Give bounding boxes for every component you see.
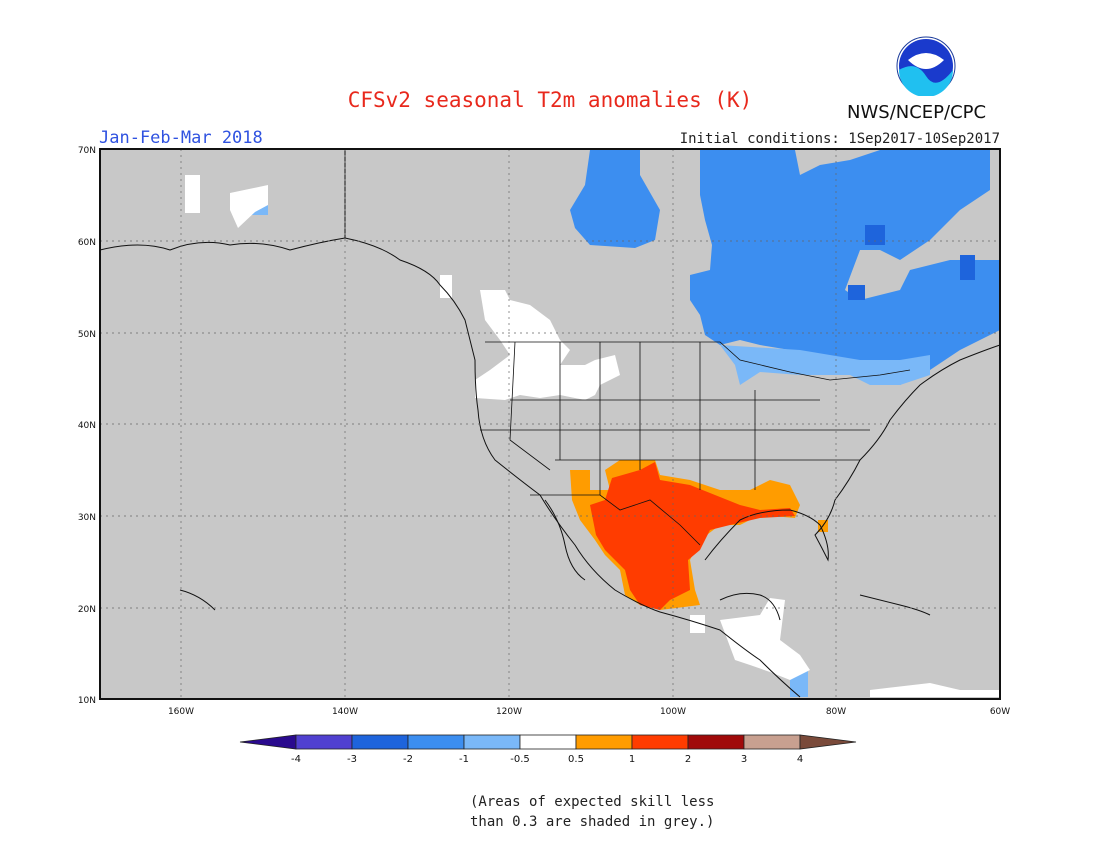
colorbar-label: -4: [291, 754, 301, 765]
colorbar-segment: [799, 734, 857, 750]
graticule: [100, 149, 1000, 699]
colorbar-label: -3: [347, 754, 357, 765]
lat-label: 50N: [78, 330, 96, 340]
colorbar: -4 -3 -2 -1 -0.5 0.5 1 2 3 4: [239, 734, 857, 765]
lon-label: 60W: [990, 707, 1010, 717]
map-frame: [99, 148, 1001, 700]
latitude-labels: 70N 60N 50N 40N 30N 20N 10N: [78, 146, 96, 706]
lat-label: 70N: [78, 146, 96, 156]
colorbar-segment: [351, 734, 409, 750]
lon-label: 120W: [496, 707, 522, 717]
colorbar-label: -1: [459, 754, 469, 765]
noaa-logo: [896, 36, 956, 96]
colorbar-label: 2: [685, 754, 691, 765]
political-borders: [480, 341, 911, 546]
colorbar-segment: [239, 734, 297, 750]
colorbar-segment: [687, 734, 745, 750]
initial-conditions: Initial conditions: 1Sep2017-10Sep2017: [679, 131, 1000, 147]
forecast-period: Jan-Feb-Mar 2018: [99, 128, 263, 148]
colorbar-label: 1: [629, 754, 635, 765]
map-title: CFSv2 seasonal T2m anomalies (K): [347, 88, 753, 112]
colorbar-segment: [295, 734, 353, 750]
colorbar-segment: [743, 734, 801, 750]
colorbar-label: 4: [797, 754, 803, 765]
lat-label: 60N: [78, 238, 96, 248]
footnote-line: than 0.3 are shaded in grey.): [470, 814, 715, 830]
agency-label: NWS/NCEP/CPC: [847, 102, 987, 123]
lat-label: 30N: [78, 513, 96, 523]
colorbar-label: 0.5: [568, 754, 584, 765]
colorbar-segment: [407, 734, 465, 750]
skill-footnote: (Areas of expected skill less than 0.3 a…: [470, 792, 730, 832]
lon-label: 140W: [332, 707, 358, 717]
lon-label: 100W: [660, 707, 686, 717]
footnote-line: (Areas of expected skill less: [470, 794, 715, 810]
colorbar-segment: [575, 734, 633, 750]
colorbar-segment: [463, 734, 521, 750]
colorbar-segment: [631, 734, 689, 750]
lat-label: 40N: [78, 421, 96, 431]
lon-label: 160W: [168, 707, 194, 717]
lat-label: 10N: [78, 696, 96, 706]
colorbar-segment: [519, 734, 577, 750]
colorbar-label: 3: [741, 754, 747, 765]
longitude-labels: 160W 140W 120W 100W 80W 60W: [168, 707, 1010, 717]
lat-label: 20N: [78, 605, 96, 615]
coastlines: [99, 150, 1001, 698]
lon-label: 80W: [826, 707, 846, 717]
neutral-regions: [185, 175, 1000, 697]
colorbar-label: -2: [403, 754, 413, 765]
colorbar-label: -0.5: [510, 754, 530, 765]
